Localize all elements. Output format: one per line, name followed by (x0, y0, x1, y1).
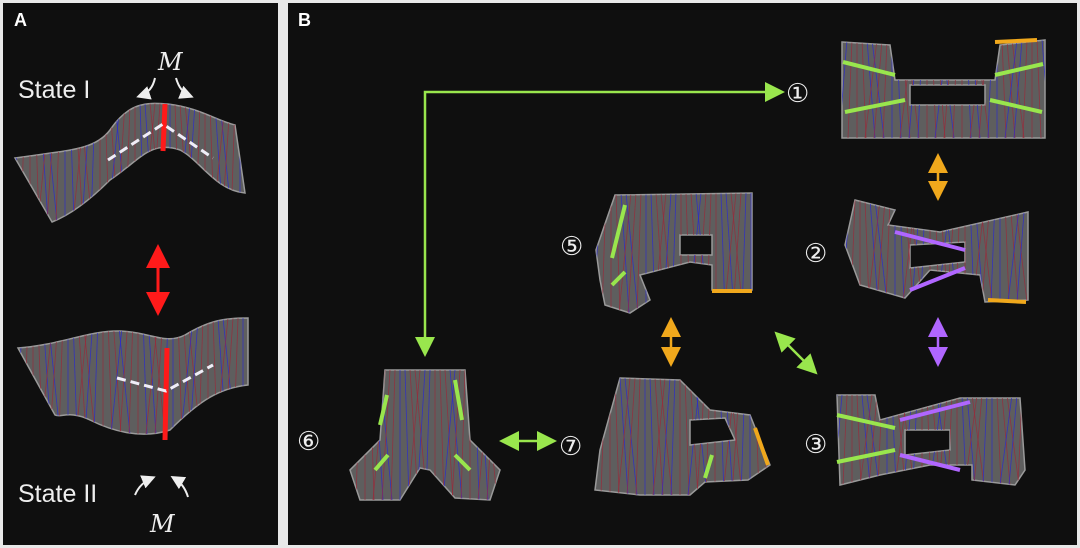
state-1-label: State I (18, 76, 90, 104)
green-hinge (842, 60, 896, 77)
state-2-label: State II (18, 480, 97, 508)
moment-arrow-right-2 (170, 475, 189, 498)
moment-arrow-left (136, 77, 156, 100)
hinge-line-1 (160, 103, 168, 152)
green-hinge (836, 448, 896, 464)
state-number-3: ③ (804, 430, 827, 460)
state-number-2: ② (804, 239, 827, 269)
green-hinge (453, 379, 464, 421)
green-hinge (373, 453, 390, 472)
purple-hinge (909, 266, 966, 292)
orange-edge (753, 427, 770, 466)
panel-a-label: A (14, 10, 27, 30)
panel-b-label: B (298, 10, 311, 30)
state-number-5: ⑤ (560, 232, 583, 262)
orange-edge (994, 38, 1038, 44)
green-arrow-5-3[interactable] (774, 331, 818, 375)
hinge-line-2 (162, 347, 170, 441)
state-number-7: ⑦ (559, 432, 582, 462)
panel-a: A State I M State II M (3, 3, 278, 545)
green-hinge (836, 413, 896, 430)
panel-b: B (288, 3, 1077, 545)
sheet-state-1 (13, 102, 246, 223)
purple-hinge (894, 230, 966, 252)
orange-edge (987, 298, 1027, 304)
crease-dashed-2 (116, 363, 214, 393)
green-path-arrow-6-to-1[interactable] (415, 82, 785, 357)
state-number-6: ⑥ (297, 427, 320, 457)
moment-arrow-right (175, 77, 194, 99)
state-number-1: ① (786, 79, 809, 109)
moment-label-bottom: M (149, 510, 176, 538)
moment-arrow-left-2 (134, 475, 156, 496)
green-hinge (703, 454, 714, 479)
moment-label-top: M (157, 48, 184, 76)
purple-hinge (899, 453, 961, 472)
green-hinge (989, 98, 1043, 114)
green-hinge (994, 62, 1044, 77)
purple-hinge (899, 400, 971, 422)
green-hinge (453, 453, 472, 472)
green-hinge (378, 394, 389, 426)
crease-dashed-1 (107, 122, 214, 162)
sheet-state-2 (16, 317, 249, 435)
green-hinge (844, 98, 906, 114)
